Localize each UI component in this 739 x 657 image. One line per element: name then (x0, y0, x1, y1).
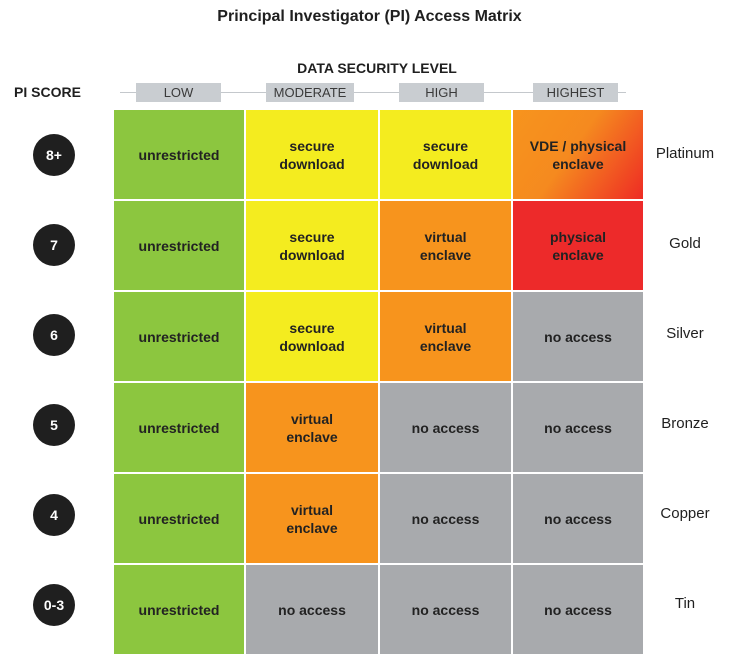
cell-label: no access (544, 510, 612, 527)
cell-label: unrestricted (138, 237, 220, 254)
cell-label: virtual enclave (286, 501, 338, 536)
matrix-cell: secure download (246, 110, 378, 199)
matrix-cell: no access (513, 383, 643, 472)
tier-label: Copper (660, 505, 710, 522)
pi-score-badge: 8+ (33, 134, 75, 176)
access-matrix-grid: unrestricted secure download secure down… (114, 110, 643, 654)
pi-score-badge: 4 (33, 494, 75, 536)
matrix-cell: virtual enclave (380, 292, 511, 381)
data-security-level-label: DATA SECURITY LEVEL (297, 60, 457, 76)
cell-label: unrestricted (138, 601, 220, 618)
matrix-cell: unrestricted (114, 110, 244, 199)
cell-label: no access (544, 419, 612, 436)
matrix-cell: secure download (380, 110, 511, 199)
cell-label: no access (278, 601, 346, 618)
cell-label: secure download (279, 228, 345, 263)
tier-label: Tin (674, 595, 696, 612)
matrix-cell: unrestricted (114, 292, 244, 381)
column-header-high: HIGH (399, 83, 484, 102)
matrix-cell: unrestricted (114, 201, 244, 290)
pi-score-badge: 0-3 (33, 584, 75, 626)
cell-label: no access (544, 328, 612, 345)
cell-label: VDE / physical enclave (529, 137, 627, 172)
cell-label: no access (411, 419, 480, 436)
cell-label: unrestricted (138, 146, 220, 163)
matrix-cell: VDE / physical enclave (513, 110, 643, 199)
cell-label: virtual enclave (286, 410, 338, 445)
cell-label: virtual enclave (419, 319, 472, 354)
pi-score-label: PI SCORE (14, 84, 81, 100)
pi-score-badge: 6 (33, 314, 75, 356)
column-header-moderate: MODERATE (266, 83, 354, 102)
column-header-rule (120, 92, 626, 93)
matrix-cell: unrestricted (114, 474, 244, 563)
matrix-cell: no access (513, 565, 643, 654)
matrix-cell: unrestricted (114, 383, 244, 472)
pi-score-badge: 5 (33, 404, 75, 446)
matrix-cell: physical enclave (513, 201, 643, 290)
matrix-cell: secure download (246, 292, 378, 381)
matrix-cell: virtual enclave (380, 201, 511, 290)
cell-label: physical enclave (549, 228, 607, 263)
matrix-cell: no access (380, 383, 511, 472)
cell-label: no access (411, 510, 480, 527)
matrix-cell: no access (380, 474, 511, 563)
tier-label: Silver (666, 325, 704, 342)
cell-label: unrestricted (138, 328, 220, 345)
cell-label: virtual enclave (419, 228, 472, 263)
matrix-cell: unrestricted (114, 565, 244, 654)
cell-label: secure download (412, 137, 479, 172)
column-header-low: LOW (136, 83, 221, 102)
matrix-cell: secure download (246, 201, 378, 290)
matrix-cell: virtual enclave (246, 383, 378, 472)
cell-label: secure download (279, 319, 345, 354)
column-header-highest: HIGHEST (533, 83, 618, 102)
matrix-cell: no access (246, 565, 378, 654)
cell-label: unrestricted (138, 419, 220, 436)
tier-label: Gold (669, 235, 701, 252)
cell-label: secure download (279, 137, 345, 172)
matrix-cell: no access (380, 565, 511, 654)
matrix-cell: no access (513, 292, 643, 381)
cell-label: unrestricted (138, 510, 220, 527)
matrix-cell: no access (513, 474, 643, 563)
cell-label: no access (544, 601, 612, 618)
matrix-cell: virtual enclave (246, 474, 378, 563)
pi-score-badge: 7 (33, 224, 75, 266)
matrix-title: Principal Investigator (PI) Access Matri… (217, 8, 522, 25)
tier-label: Platinum (655, 145, 715, 162)
tier-label: Bronze (661, 415, 709, 432)
cell-label: no access (411, 601, 480, 618)
